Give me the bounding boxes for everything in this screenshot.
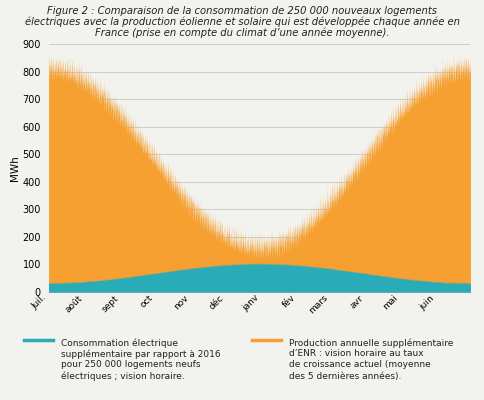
Text: pour 250 000 logements neufs: pour 250 000 logements neufs <box>60 360 200 370</box>
Text: France (prise en compte du climat d’une année moyenne).: France (prise en compte du climat d’une … <box>95 28 389 38</box>
Text: Production annuelle supplémentaire: Production annuelle supplémentaire <box>288 338 452 348</box>
Y-axis label: MWh: MWh <box>10 155 19 181</box>
Text: Consommation électrique: Consommation électrique <box>60 338 177 348</box>
Text: supplémentaire par rapport à 2016: supplémentaire par rapport à 2016 <box>60 349 220 359</box>
Text: électriques ; vision horaire.: électriques ; vision horaire. <box>60 372 184 381</box>
Text: Figure 2 : Comparaison de la consommation de 250 000 nouveaux logements: Figure 2 : Comparaison de la consommatio… <box>47 6 437 16</box>
Text: électriques avec la production éolienne et solaire qui est développée chaque ann: électriques avec la production éolienne … <box>25 17 459 27</box>
Text: d’ENR : vision horaire au taux: d’ENR : vision horaire au taux <box>288 349 423 358</box>
Text: des 5 dernières années).: des 5 dernières années). <box>288 372 400 381</box>
Text: de croissance actuel (moyenne: de croissance actuel (moyenne <box>288 360 429 370</box>
